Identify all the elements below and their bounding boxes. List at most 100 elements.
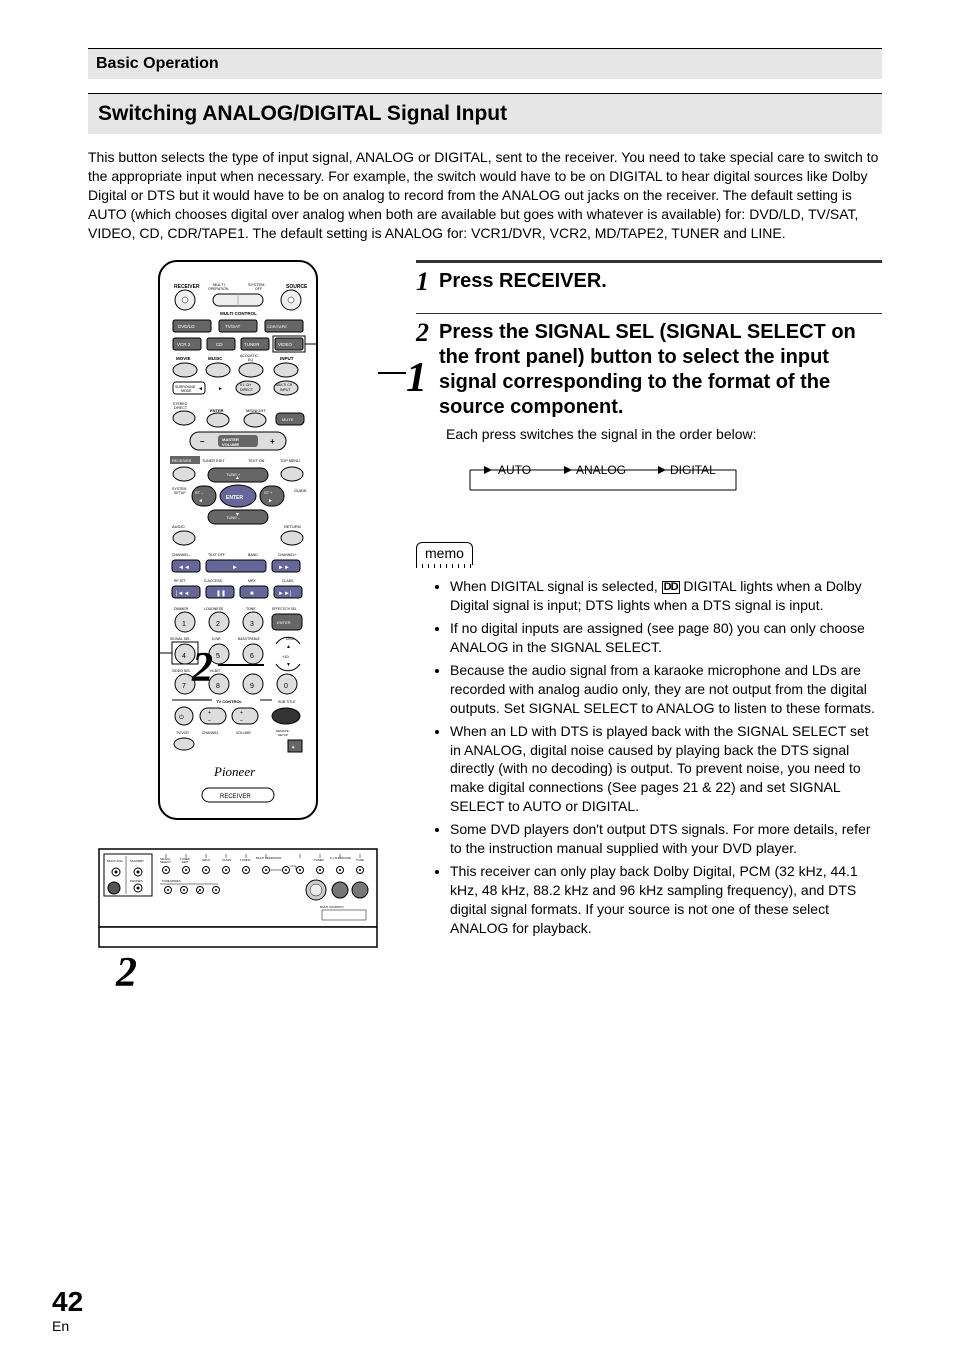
- svg-text:BASS/TREBLE: BASS/TREBLE: [238, 637, 260, 641]
- page-language: En: [52, 1318, 69, 1334]
- svg-text:CHANNEL+: CHANNEL+: [278, 553, 297, 557]
- svg-text:TUNER EDIT: TUNER EDIT: [202, 459, 225, 463]
- svg-text:AUTO: AUTO: [498, 463, 531, 477]
- svg-text:4: 4: [182, 653, 186, 660]
- svg-text:TEXT ON: TEXT ON: [248, 459, 265, 463]
- receiver-svg: MULTI JOGSTANDBY PHONES SIGNALSELECT TUN…: [98, 848, 378, 948]
- step-2: 2 Press the SIGNAL SEL (SIGNAL SELECT on…: [416, 320, 882, 500]
- svg-text:▼: ▼: [235, 512, 240, 518]
- svg-text:MIDNIGHT: MIDNIGHT: [246, 408, 266, 413]
- receiver-illustration: MULTI JOGSTANDBY PHONES SIGNALSELECT TUN…: [88, 848, 388, 997]
- memo-item: Some DVD players don't output DTS signal…: [450, 820, 882, 858]
- svg-text:ST +: ST +: [264, 490, 273, 495]
- two-column-layout: 1 2 RECEIVER MULTI OPERATION SYSTEM OFF …: [88, 260, 882, 997]
- svg-text:PHONES: PHONES: [130, 879, 143, 883]
- svg-text:TUNER: TUNER: [244, 342, 260, 347]
- step-rule-top: [416, 260, 882, 263]
- svg-text:VCR 2: VCR 2: [177, 342, 191, 347]
- svg-text:+: +: [270, 437, 275, 446]
- callout-1: 1: [406, 354, 427, 402]
- svg-text:8: 8: [216, 683, 220, 690]
- svg-text:RECEIVER: RECEIVER: [174, 284, 200, 290]
- svg-text:▲: ▲: [235, 475, 240, 481]
- svg-text:INPUT: INPUT: [202, 858, 211, 862]
- svg-text:ST –: ST –: [195, 490, 204, 495]
- svg-text:|◄◄: |◄◄: [176, 591, 189, 597]
- svg-text:▲: ▲: [286, 644, 291, 650]
- svg-text:0: 0: [284, 683, 288, 690]
- svg-text:TUNING: TUNING: [240, 858, 251, 862]
- page-number: 42: [52, 1286, 83, 1318]
- callout-1-leader: [378, 372, 406, 374]
- svg-text:MULTI CONTROL: MULTI CONTROL: [220, 311, 257, 316]
- svg-text:RECEIVER: RECEIVER: [220, 794, 251, 800]
- svg-text:►►|: ►►|: [278, 591, 292, 597]
- svg-text:VIDEO SEL: VIDEO SEL: [172, 669, 191, 673]
- svg-text:MULTI JOG: MULTI JOG: [107, 859, 123, 863]
- memo-item: When DIGITAL signal is selected, DD DIGI…: [450, 577, 882, 615]
- step-2-body: Each press switches the signal in the or…: [446, 426, 882, 442]
- svg-text:►: ►: [268, 498, 273, 504]
- svg-text:LOUDNESS: LOUDNESS: [204, 607, 224, 611]
- svg-text:◄◄: ◄◄: [178, 565, 190, 571]
- svg-text:INPUT: INPUT: [280, 388, 291, 392]
- svg-text:OFF: OFF: [255, 287, 262, 291]
- step-1-number: 1: [416, 269, 429, 295]
- svg-text:►: ►: [218, 386, 223, 392]
- svg-text:DIMMER: DIMMER: [174, 607, 189, 611]
- svg-text:VOLUME: VOLUME: [236, 731, 251, 735]
- svg-text:–: –: [240, 718, 243, 724]
- svg-text:7: 7: [182, 683, 186, 690]
- svg-text:–: –: [208, 718, 211, 724]
- svg-text:TONE MODES: TONE MODES: [162, 879, 181, 883]
- step-2-number: 2: [416, 320, 429, 346]
- page-heading: Switching ANALOG/DIGITAL Signal Input: [98, 102, 507, 125]
- svg-text:VIDEO: VIDEO: [278, 342, 293, 347]
- svg-text:TONE: TONE: [246, 607, 256, 611]
- svg-text:DIRECT: DIRECT: [174, 406, 188, 410]
- memo-item: This receiver can only play back Dolby D…: [450, 862, 882, 938]
- svg-text:DIGITAL: DIGITAL: [670, 463, 716, 477]
- svg-text:9: 9: [250, 683, 254, 690]
- memo-list: When DIGITAL signal is selected, DD DIGI…: [450, 577, 882, 937]
- callout-2-receiver: 2: [116, 949, 388, 997]
- svg-text:◄: ◄: [198, 386, 203, 392]
- svg-text:CLASS: CLASS: [222, 858, 231, 862]
- svg-text:ENTER: ENTER: [226, 495, 243, 501]
- left-column: 1 2 RECEIVER MULTI OPERATION SYSTEM OFF …: [88, 260, 388, 997]
- svg-text:SETUP: SETUP: [278, 733, 288, 737]
- memo-item: If no digital inputs are assigned (see p…: [450, 619, 882, 657]
- step-1-title: Press RECEIVER.: [439, 269, 882, 294]
- intro-paragraph: This button selects the type of input si…: [88, 148, 882, 242]
- svg-text:DIRECT: DIRECT: [240, 388, 254, 392]
- svg-text:GUIDE: GUIDE: [294, 488, 307, 493]
- svg-text:TOP MENU: TOP MENU: [280, 459, 300, 463]
- svg-text:EFFECT/CH SEL: EFFECT/CH SEL: [272, 607, 297, 611]
- signal-flow-diagram: AUTO ANALOG DIGITAL: [446, 456, 756, 500]
- svg-text:+: +: [240, 710, 243, 716]
- svg-text:SIGNAL SEL: SIGNAL SEL: [170, 637, 190, 641]
- svg-text:MULTI OPERATION: MULTI OPERATION: [256, 856, 281, 860]
- svg-text:DVD/LD: DVD/LD: [178, 324, 195, 329]
- svg-text:BAND: BAND: [248, 553, 258, 557]
- svg-text:TONE: TONE: [356, 858, 364, 862]
- svg-text:TV CONTROL: TV CONTROL: [216, 699, 243, 704]
- manual-page: Basic Operation Switching ANALOG/DIGITAL…: [0, 0, 954, 1348]
- right-column: 1 Press RECEIVER. 2 Press the SIGNAL SEL…: [416, 260, 882, 997]
- svg-text:CHANNEL: CHANNEL: [202, 731, 219, 735]
- heading-bar: Switching ANALOG/DIGITAL Signal Input: [88, 93, 882, 134]
- svg-text:MODE: MODE: [181, 389, 192, 393]
- memo-badge: memo: [416, 542, 473, 565]
- svg-text:MPX: MPX: [248, 579, 256, 583]
- callout-2-remote: 2: [192, 644, 213, 692]
- svg-text:MUTE: MUTE: [282, 417, 294, 422]
- svg-text:–: –: [200, 437, 205, 446]
- svg-text:+: +: [208, 710, 211, 716]
- svg-text:Pioneer: Pioneer: [213, 764, 256, 779]
- svg-text:SOURCE: SOURCE: [286, 284, 308, 290]
- step-1: 1 Press RECEIVER.: [416, 269, 882, 295]
- svg-text:RF ATT: RF ATT: [174, 579, 187, 583]
- svg-text:5: 5: [216, 653, 220, 660]
- svg-text:MULTI JOG/INPUT: MULTI JOG/INPUT: [320, 905, 344, 909]
- svg-text:CD: CD: [216, 342, 223, 347]
